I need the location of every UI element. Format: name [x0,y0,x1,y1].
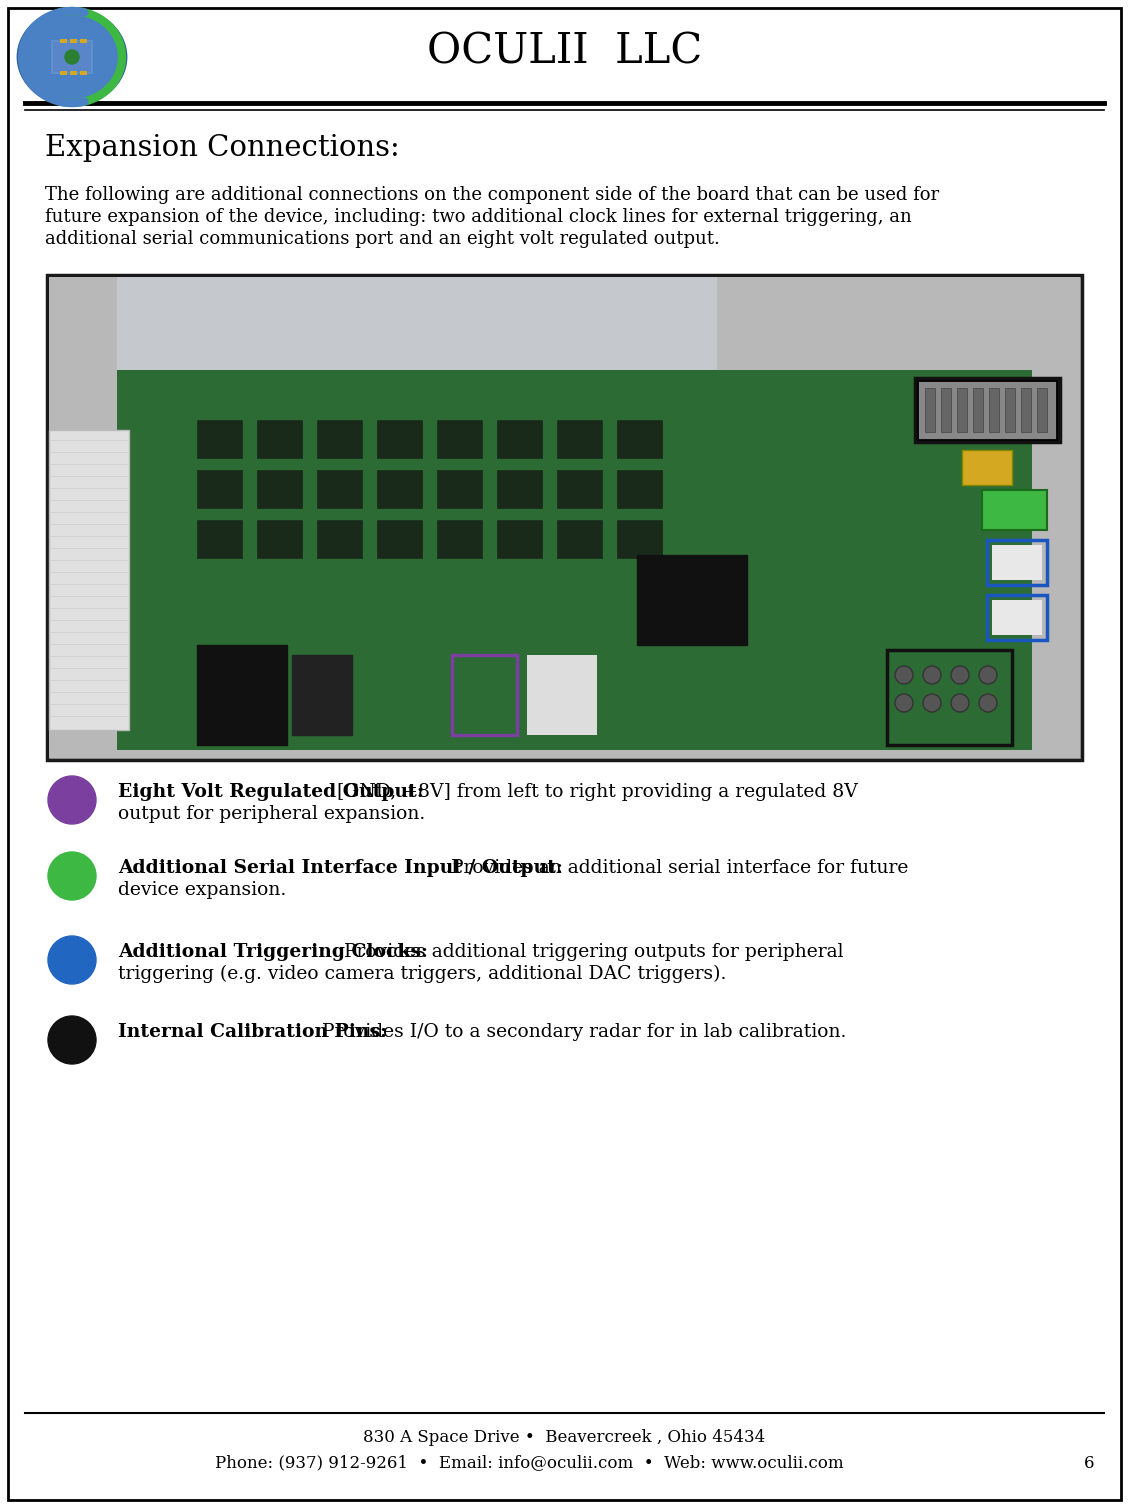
Bar [497,470,542,508]
Circle shape [951,667,969,685]
Circle shape [49,852,96,900]
Bar [377,470,422,508]
Text: The following are additional connections on the component side of the board that: The following are additional connections… [45,185,939,204]
Circle shape [49,777,96,823]
Circle shape [951,694,969,712]
Bar [437,470,482,508]
Bar [317,421,362,458]
Circle shape [49,936,96,985]
Bar [940,388,951,431]
Bar [618,520,662,558]
Circle shape [924,667,940,685]
Text: Additional Triggering Clocks:: Additional Triggering Clocks: [119,942,428,961]
Bar [317,470,362,508]
Bar [292,654,352,734]
Text: Expansion Connections:: Expansion Connections: [45,134,400,161]
Bar [992,600,1042,635]
Bar [196,645,287,745]
Circle shape [65,50,79,63]
Bar [1038,388,1047,431]
Bar [80,39,87,44]
Bar [957,388,968,431]
Bar [1005,388,1015,431]
Circle shape [924,694,940,712]
Bar [196,421,242,458]
Text: output for peripheral expansion.: output for peripheral expansion. [119,805,426,823]
Bar [452,654,517,734]
Bar [437,520,482,558]
Bar [257,520,301,558]
Text: [GND, +8V] from left to right providing a regulated 8V: [GND, +8V] from left to right providing … [331,783,858,801]
Text: 830 A Space Drive •  Beavercreek , Ohio 45434: 830 A Space Drive • Beavercreek , Ohio 4… [364,1430,765,1446]
Text: future expansion of the device, including: two additional clock lines for extern: future expansion of the device, includin… [45,208,912,226]
Ellipse shape [18,9,126,104]
Bar [917,380,1057,440]
Bar [992,544,1042,581]
Text: additional serial communications port and an eight volt regulated output.: additional serial communications port an… [45,231,720,247]
Circle shape [895,667,913,685]
Bar [196,520,242,558]
Text: triggering (e.g. video camera triggers, additional DAC triggers).: triggering (e.g. video camera triggers, … [119,965,726,983]
Bar [987,596,1047,639]
Bar [257,470,301,508]
Bar [973,388,983,431]
Bar [196,470,242,508]
Bar [70,39,77,44]
Bar [1021,388,1031,431]
Text: OCULII  LLC: OCULII LLC [427,32,702,72]
Text: Provides an additional serial interface for future: Provides an additional serial interface … [445,860,908,878]
Bar [887,650,1012,745]
Bar [117,277,717,397]
Bar [962,449,1012,486]
Bar [618,470,662,508]
Bar [60,39,67,44]
Bar [989,388,999,431]
Bar [437,421,482,458]
Bar [49,430,129,730]
Text: Additional Serial Interface Input / Output:: Additional Serial Interface Input / Outp… [119,860,563,878]
Bar [557,421,602,458]
Bar [257,421,301,458]
Bar [317,520,362,558]
Bar [618,421,662,458]
Bar [637,555,747,645]
Circle shape [49,1016,96,1065]
Text: Provides I/O to a secondary radar for in lab calibration.: Provides I/O to a secondary radar for in… [316,1022,846,1041]
Bar [377,421,422,458]
Bar [987,540,1047,585]
Bar [80,71,87,75]
Bar [377,520,422,558]
Text: Provides additional triggering outputs for peripheral: Provides additional triggering outputs f… [339,942,843,961]
Bar [497,520,542,558]
Bar [527,654,597,734]
Text: Internal Calibration Pins:: Internal Calibration Pins: [119,1022,387,1041]
Bar [925,388,935,431]
Bar [982,490,1047,529]
Bar [49,277,1080,759]
Circle shape [979,694,997,712]
Circle shape [979,667,997,685]
Bar [557,470,602,508]
Bar [914,379,1060,442]
Text: Phone: (937) 912-9261  •  Email: info@oculii.com  •  Web: www.oculii.com: Phone: (937) 912-9261 • Email: info@ocul… [216,1455,843,1472]
Circle shape [895,694,913,712]
Bar [497,421,542,458]
Bar [47,274,1082,760]
Bar [117,369,1032,749]
Bar [60,71,67,75]
Bar [557,520,602,558]
Text: device expansion.: device expansion. [119,881,287,899]
Bar [70,71,77,75]
Text: Eight Volt Regulated Output:: Eight Volt Regulated Output: [119,783,423,801]
Text: 6: 6 [1084,1455,1094,1472]
Bar [52,41,91,72]
